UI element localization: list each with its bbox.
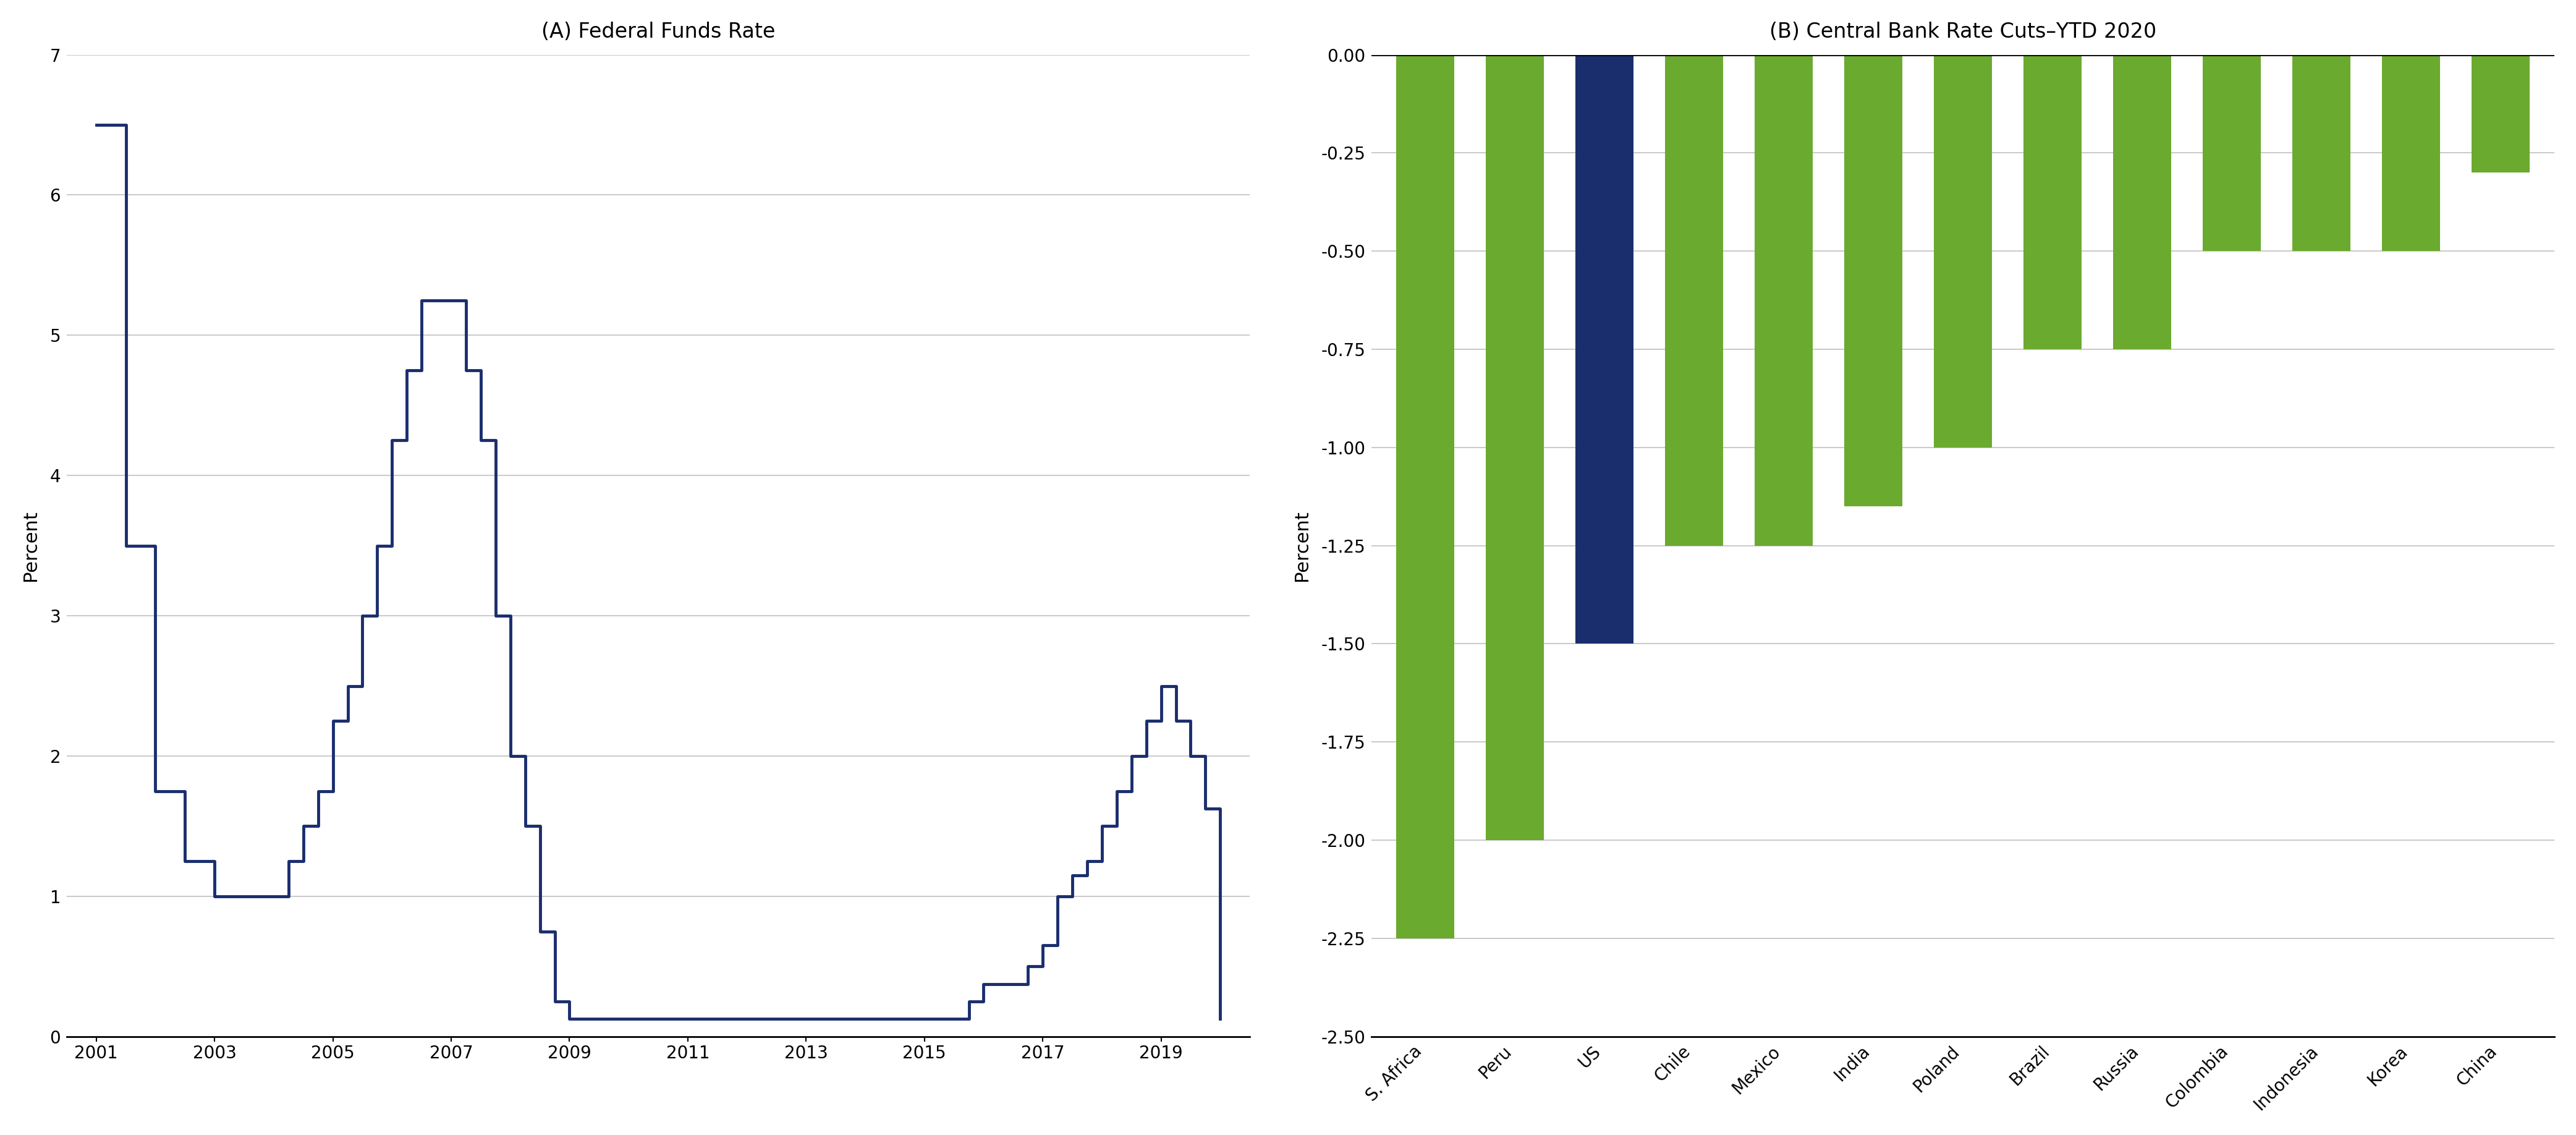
Bar bbox=[1664, 54, 1723, 546]
Bar bbox=[2202, 54, 2262, 251]
Bar bbox=[1844, 54, 1904, 506]
Bar bbox=[2293, 54, 2352, 251]
Title: (B) Central Bank Rate Cuts–YTD 2020: (B) Central Bank Rate Cuts–YTD 2020 bbox=[1770, 22, 2156, 42]
Y-axis label: Percent: Percent bbox=[1293, 510, 1311, 581]
Bar bbox=[1486, 54, 1543, 840]
Bar bbox=[1396, 54, 1455, 939]
Bar bbox=[2470, 54, 2530, 173]
Y-axis label: Percent: Percent bbox=[21, 510, 39, 581]
Bar bbox=[2025, 54, 2081, 350]
Title: (A) Federal Funds Rate: (A) Federal Funds Rate bbox=[541, 22, 775, 42]
Bar bbox=[1935, 54, 1991, 447]
Bar bbox=[2383, 54, 2439, 251]
Bar bbox=[1754, 54, 1814, 546]
Bar bbox=[2112, 54, 2172, 350]
Bar bbox=[1577, 54, 1633, 644]
